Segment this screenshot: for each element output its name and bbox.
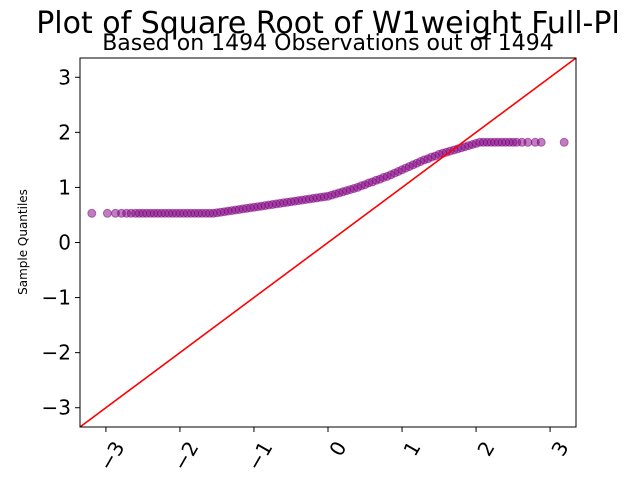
- y-tick-label: −2: [42, 341, 71, 365]
- y-tick-label: 0: [58, 231, 71, 255]
- data-point: [102, 208, 112, 218]
- y-tick-label: 3: [58, 65, 71, 89]
- y-axis-ticks: −3 −2 −1 0 1 2 3: [42, 65, 80, 420]
- data-point: [536, 137, 546, 147]
- y-tick-label: 2: [58, 120, 71, 144]
- data-point: [559, 137, 569, 147]
- y-tick-label: −3: [42, 396, 71, 420]
- data-point: [523, 137, 533, 147]
- data-point: [87, 208, 97, 218]
- y-axis-label: Sample Quantiles: [16, 189, 30, 295]
- chart-title: Plot of Square Root of W1weight Full-Pl: [36, 6, 620, 41]
- points-layer: [87, 137, 569, 218]
- reference-line-layer: [79, 57, 577, 428]
- y-tick-label: −1: [42, 286, 71, 310]
- y-tick-label: 1: [58, 175, 71, 199]
- chart-subtitle: Based on 1494 Observations out of 1494: [102, 31, 554, 56]
- reference-line: [79, 57, 577, 428]
